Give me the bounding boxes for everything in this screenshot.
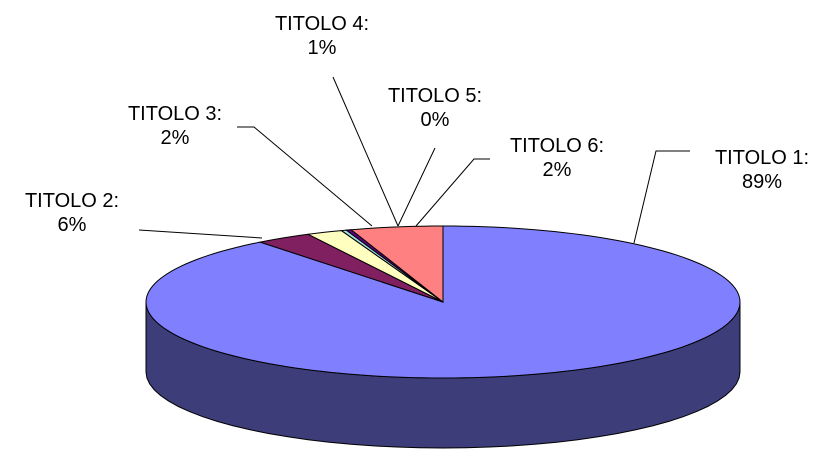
leader-line: [397, 147, 436, 227]
slice-value-label: 89%: [742, 171, 782, 193]
pie-label-2: TITOLO 2:6%: [25, 190, 263, 239]
slice-label: TITOLO 2:: [25, 190, 119, 212]
pie-label-6: TITOLO 6:2%: [415, 135, 604, 227]
pie-label-4: TITOLO 4:1%: [275, 13, 399, 227]
leader-line: [237, 126, 373, 227]
leader-line: [633, 150, 690, 244]
slice-label: TITOLO 3:: [128, 103, 222, 125]
slice-value-label: 6%: [58, 214, 87, 236]
pie-slice-6: [349, 225, 444, 304]
slice-label: TITOLO 4:: [275, 13, 369, 35]
slice-label: TITOLO 6:: [510, 135, 604, 157]
slice-label: TITOLO 5:: [388, 85, 482, 107]
slice-value-label: 0%: [421, 109, 450, 131]
leader-line: [415, 158, 490, 227]
slice-value-label: 1%: [308, 37, 337, 59]
pie-label-3: TITOLO 3:2%: [128, 103, 373, 227]
leader-line: [138, 229, 263, 239]
pie-slice-2: [258, 233, 444, 303]
slice-value-label: 2%: [161, 127, 190, 149]
leader-line: [332, 76, 399, 227]
pie-label-1: TITOLO 1:89%: [633, 147, 809, 244]
slice-value-label: 2%: [543, 159, 572, 181]
pie-label-5: TITOLO 5:0%: [388, 85, 482, 227]
slice-label: TITOLO 1:: [715, 147, 809, 169]
